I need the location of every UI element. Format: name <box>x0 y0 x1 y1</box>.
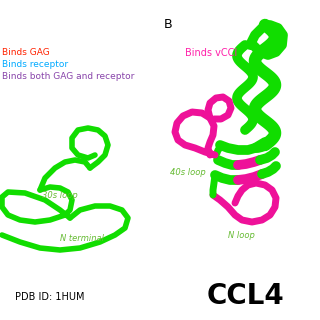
Text: 40s loop: 40s loop <box>170 167 206 177</box>
Text: Binds GAG: Binds GAG <box>2 48 50 57</box>
Text: B: B <box>164 18 172 31</box>
Text: N loop: N loop <box>228 230 255 239</box>
Text: Binds vCCI: Binds vCCI <box>185 48 237 58</box>
Text: N terminal: N terminal <box>60 234 104 243</box>
Text: 30s loop: 30s loop <box>42 190 78 199</box>
Text: CCL4: CCL4 <box>206 282 284 310</box>
Text: Binds receptor: Binds receptor <box>2 60 68 69</box>
Text: PDB ID: 1HUM: PDB ID: 1HUM <box>15 292 85 302</box>
Text: Binds both GAG and receptor: Binds both GAG and receptor <box>2 72 134 81</box>
